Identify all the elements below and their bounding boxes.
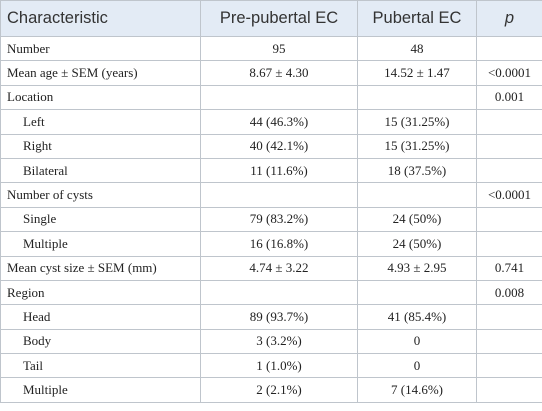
cell-p-value: <0.0001: [476, 60, 542, 86]
table-row: Region 0.008: [0, 279, 542, 306]
cell-pre-pubertal: [200, 279, 358, 306]
cell-pre-pubertal: 4.74 ± 3.22: [200, 255, 358, 281]
cell-pre-pubertal: 11 (11.6%): [200, 157, 358, 184]
table-row: Mean cyst size ± SEM (mm) 4.74 ± 3.22 4.93…: [0, 255, 542, 281]
cell-characteristic: Multiple: [0, 231, 201, 257]
cell-p-value: 0.741: [476, 255, 542, 281]
cell-pre-pubertal: 3 (3.2%): [200, 328, 358, 355]
table-row: Bilateral 11 (11.6%) 18 (37.5%): [0, 157, 542, 184]
cell-characteristic: Left: [0, 109, 201, 135]
table-row: Left 44 (46.3%) 15 (31.25%): [0, 109, 542, 135]
cell-pre-pubertal: [200, 84, 358, 111]
cell-pubertal: 0: [357, 328, 477, 355]
cell-p-value: [476, 109, 542, 135]
table-header: Characteristic Pre-pubertal EC Pubertal …: [0, 0, 542, 37]
cell-p-value: [476, 353, 542, 379]
cell-characteristic: Multiple: [0, 377, 201, 403]
cell-p-value: [476, 133, 542, 159]
cell-p-value: [476, 157, 542, 184]
cell-pre-pubertal: 8.67 ± 4.30: [200, 60, 358, 86]
cell-p-value: 0.001: [476, 84, 542, 111]
cell-characteristic: Single: [0, 206, 201, 233]
cell-characteristic: Location: [0, 84, 201, 111]
cell-pubertal: 7 (14.6%): [357, 377, 477, 403]
table-row: Number 95 48: [0, 35, 542, 62]
cell-pre-pubertal: 2 (2.1%): [200, 377, 358, 403]
cell-pre-pubertal: 16 (16.8%): [200, 231, 358, 257]
cell-characteristic: Head: [0, 304, 201, 330]
cell-p-value: [476, 231, 542, 257]
cell-p-value: [476, 377, 542, 403]
table-row: Multiple 2 (2.1%) 7 (14.6%): [0, 377, 542, 403]
cell-p-value: [476, 206, 542, 233]
cell-characteristic: Right: [0, 133, 201, 159]
table-row: Right 40 (42.1%) 15 (31.25%): [0, 133, 542, 159]
cell-p-value: [476, 328, 542, 355]
cell-characteristic: Mean age ± SEM (years): [0, 60, 201, 86]
cell-pubertal: 4.93 ± 2.95: [357, 255, 477, 281]
cell-p-value: [476, 304, 542, 330]
cell-pre-pubertal: 44 (46.3%): [200, 109, 358, 135]
cell-characteristic: Number of cysts: [0, 182, 201, 208]
header-p-value: p: [476, 0, 542, 37]
cell-pubertal: 24 (50%): [357, 206, 477, 233]
header-pre-pubertal: Pre-pubertal EC: [200, 0, 358, 37]
cell-pubertal: [357, 84, 477, 111]
table-row: Location 0.001: [0, 84, 542, 111]
header-pubertal: Pubertal EC: [357, 0, 477, 37]
cell-p-value: [476, 35, 542, 62]
cell-pre-pubertal: 40 (42.1%): [200, 133, 358, 159]
cell-characteristic: Body: [0, 328, 201, 355]
table-body: Number 95 48 Mean age ± SEM (years) 8.67 ± 4…: [0, 35, 542, 403]
cell-pubertal: 48: [357, 35, 477, 62]
cell-pre-pubertal: 95: [200, 35, 358, 62]
cell-pubertal: 24 (50%): [357, 231, 477, 257]
table-row: Tail 1 (1.0%) 0: [0, 353, 542, 379]
table-row: Head 89 (93.7%) 41 (85.4%): [0, 304, 542, 330]
cell-pubertal: [357, 279, 477, 306]
cell-characteristic: Mean cyst size ± SEM (mm): [0, 255, 201, 281]
cell-characteristic: Number: [0, 35, 201, 62]
cell-pubertal: 18 (37.5%): [357, 157, 477, 184]
cell-characteristic: Tail: [0, 353, 201, 379]
table-row: Single 79 (83.2%) 24 (50%): [0, 206, 542, 233]
cell-pre-pubertal: [200, 182, 358, 208]
cell-p-value: <0.0001: [476, 182, 542, 208]
cell-pubertal: [357, 182, 477, 208]
cell-pubertal: 14.52 ± 1.47: [357, 60, 477, 86]
cell-characteristic: Region: [0, 279, 201, 306]
cell-characteristic: Bilateral: [0, 157, 201, 184]
table-row: Number of cysts <0.0001: [0, 182, 542, 208]
cell-pubertal: 41 (85.4%): [357, 304, 477, 330]
cell-pre-pubertal: 89 (93.7%): [200, 304, 358, 330]
table-row: Multiple 16 (16.8%) 24 (50%): [0, 231, 542, 257]
header-characteristic: Characteristic: [0, 0, 201, 37]
cell-pubertal: 15 (31.25%): [357, 109, 477, 135]
header-row: Characteristic Pre-pubertal EC Pubertal …: [0, 0, 542, 37]
table-row: Body 3 (3.2%) 0: [0, 328, 542, 355]
cell-pubertal: 0: [357, 353, 477, 379]
cell-p-value: 0.008: [476, 279, 542, 306]
cell-pubertal: 15 (31.25%): [357, 133, 477, 159]
table-row: Mean age ± SEM (years) 8.67 ± 4.30 14.52 ±…: [0, 60, 542, 86]
cell-pre-pubertal: 79 (83.2%): [200, 206, 358, 233]
cell-pre-pubertal: 1 (1.0%): [200, 353, 358, 379]
